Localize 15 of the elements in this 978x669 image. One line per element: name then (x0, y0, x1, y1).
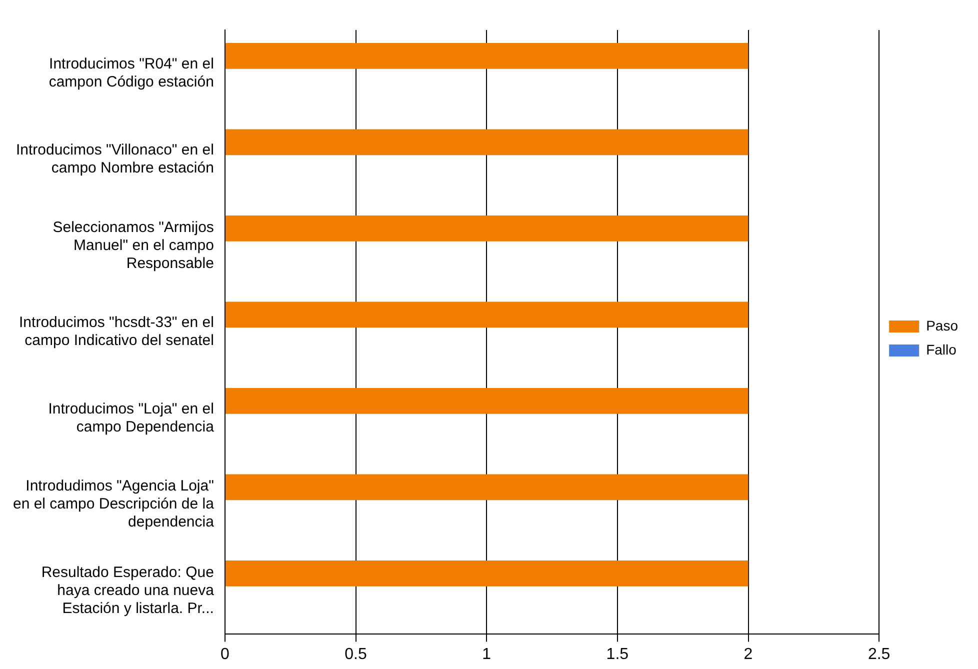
x-tick-label: 2 (744, 646, 753, 663)
x-tick-label: 0 (220, 646, 230, 663)
x-tick-label: 1 (482, 646, 492, 663)
x-tick-label: 1.5 (606, 646, 629, 663)
y-tick-label: Introducimos "Loja" en el campo Dependencia (48, 400, 215, 436)
x-tick-label: 2.5 (868, 646, 890, 663)
y-tick-label: Introducimos "R04" en el campon Código estación (48, 55, 214, 90)
y-tick-label: Introducimos "hcsdt-33" en el campo Indicativo del senatel (19, 314, 214, 350)
y-tick-label: Introdudimos "Agencia Loja" en el campo Descripción de la dependencia (12, 478, 215, 531)
y-tick-label: Seleccionamos "Armijos Manuel" en el campo Responsable (52, 218, 214, 272)
y-tick-label: Resultado Esperado: Que haya creado una nueva Estación y listarla. Pr... (41, 564, 215, 617)
x-tick-label: 0.5 (344, 646, 367, 663)
legend-label: Fallo (926, 341, 957, 358)
legend-label: Paso (926, 317, 958, 334)
y-tick-label: Introducimos "Villonaco" en el campo Nombre estación (16, 142, 214, 177)
